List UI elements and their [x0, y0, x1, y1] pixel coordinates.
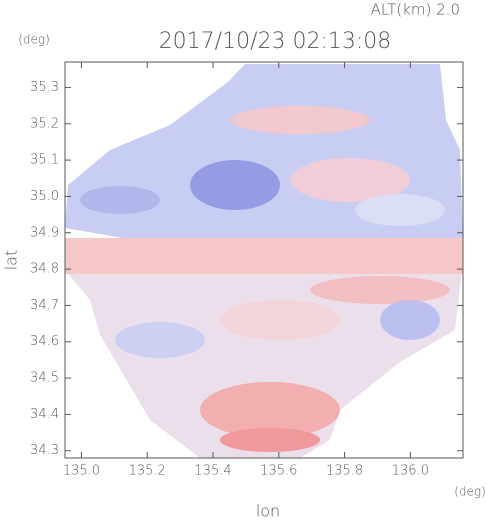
x-tick-label: 135.6 — [260, 464, 297, 479]
x-tick-label: 135.2 — [129, 464, 166, 479]
y-tick-label: 34.4 — [30, 407, 59, 422]
y-unit: (deg) — [18, 33, 50, 47]
x-unit: (deg) — [454, 485, 486, 499]
y-tick-label: 34.8 — [30, 262, 59, 277]
y-tick-label: 34.3 — [30, 443, 59, 458]
y-tick-label: 34.7 — [30, 298, 59, 313]
chart-title: 2017/10/23 02:13:08 — [159, 29, 392, 54]
altitude-label: ALT(km) 2.0 — [371, 1, 460, 19]
x-axis-label: lon — [256, 502, 280, 521]
x-tick-label: 135.4 — [194, 464, 231, 479]
x-tick-label: 135.0 — [63, 464, 100, 479]
y-tick-label: 35.2 — [30, 116, 59, 131]
y-tick-label: 35.3 — [30, 80, 59, 95]
y-tick-label: 34.6 — [30, 334, 59, 349]
x-tick-label: 135.8 — [326, 464, 363, 479]
y-tick-label: 35.1 — [30, 153, 59, 168]
y-tick-label: 34.5 — [30, 371, 59, 386]
plot-frame — [64, 61, 464, 459]
y-tick-label: 35.0 — [30, 189, 59, 204]
x-tick-label: 136.0 — [392, 464, 429, 479]
radar-field — [65, 64, 463, 458]
y-axis-label: lat — [2, 250, 21, 271]
y-tick-label: 34.9 — [30, 225, 59, 240]
